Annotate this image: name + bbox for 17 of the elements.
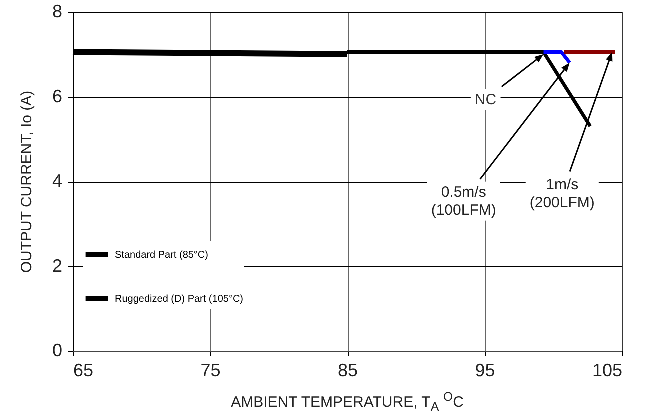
x-axis-title: AMBIENT TEMPERATURE, T$_{A}$ $^{O}$C <box>230 390 465 414</box>
y-tick-label: 4 <box>52 171 62 191</box>
y-tick-label: 2 <box>52 256 62 276</box>
x-tick-label: 85 <box>338 360 358 380</box>
x-tick-label: 105 <box>592 360 622 380</box>
y-tick-label: 6 <box>52 86 62 106</box>
annotation: NC <box>474 91 497 108</box>
annotation: 0.5m/s (100LFM) <box>431 184 496 219</box>
y-tick-label: 0 <box>52 340 62 360</box>
annotation: 1m/s (200LFM) <box>530 176 595 212</box>
legend-label: Ruggedized (D) Part (105°C) <box>115 294 244 305</box>
legend-label: Standard Part (85°C) <box>115 250 208 261</box>
y-tick-label: 8 <box>52 2 62 22</box>
x-tick-label: 75 <box>200 360 221 380</box>
x-tick-label: 65 <box>74 360 94 380</box>
x-tick-label: 95 <box>475 360 496 380</box>
y-axis-title: OUTPUT CURRENT, Io (A) <box>18 90 36 274</box>
